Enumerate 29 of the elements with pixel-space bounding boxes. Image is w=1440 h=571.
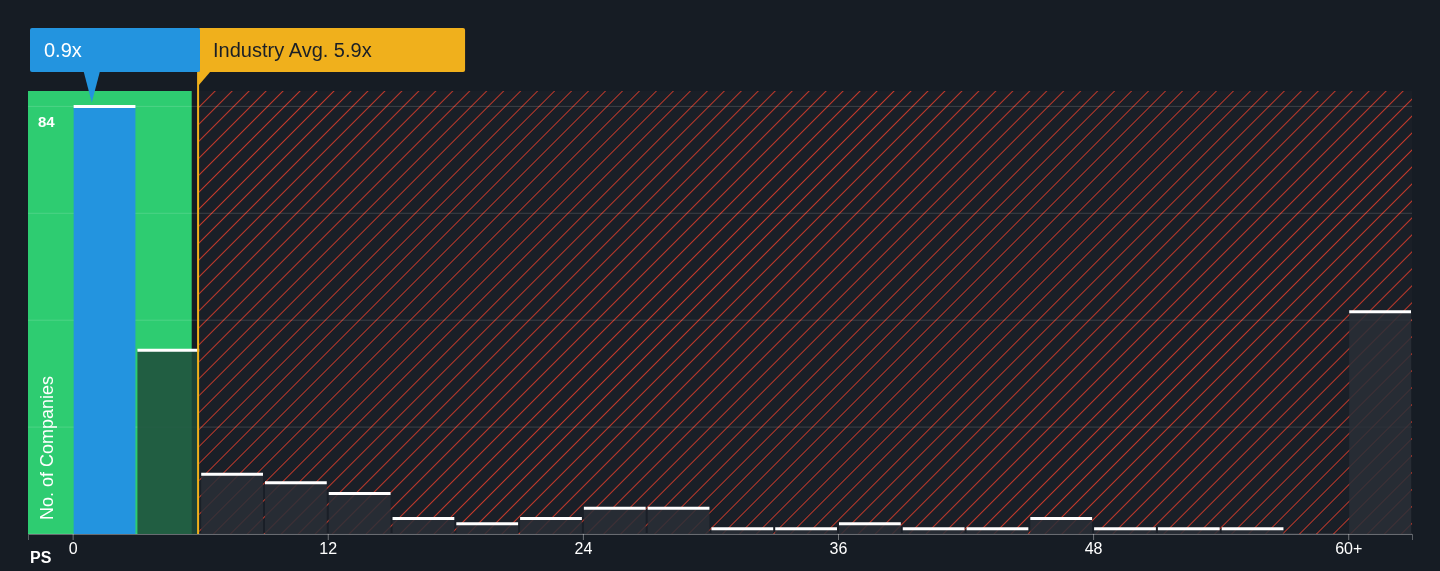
bar	[199, 472, 265, 536]
bar	[327, 491, 393, 536]
bar	[773, 527, 839, 536]
bar	[454, 522, 520, 536]
bar	[837, 522, 903, 536]
bar	[263, 481, 329, 536]
x-tick-label: 60+	[1335, 540, 1363, 558]
bar	[391, 517, 456, 536]
ref-line-label: Industry Avg. 5.9x	[213, 39, 372, 61]
bar	[901, 527, 967, 536]
x-tick-label: 12	[319, 540, 338, 558]
bar	[1092, 527, 1158, 536]
bar	[965, 527, 1030, 536]
bar	[518, 517, 584, 536]
x-tick-label: 36	[829, 540, 848, 558]
bar	[1220, 527, 1285, 536]
bar	[582, 506, 648, 536]
bar	[1347, 310, 1413, 536]
bar	[1156, 527, 1222, 536]
x-tick-label: 48	[1084, 540, 1103, 558]
bar	[646, 506, 711, 536]
bar	[1028, 517, 1094, 536]
x-tick-label: 24	[574, 540, 593, 558]
annotation: 0.9x	[44, 39, 82, 61]
x-axis-title: PS	[30, 548, 52, 566]
annotation: 84	[38, 112, 56, 130]
x-tick-label: 0	[68, 540, 78, 558]
y-axis-title: No. of Companies	[37, 375, 57, 520]
bar	[709, 527, 775, 536]
